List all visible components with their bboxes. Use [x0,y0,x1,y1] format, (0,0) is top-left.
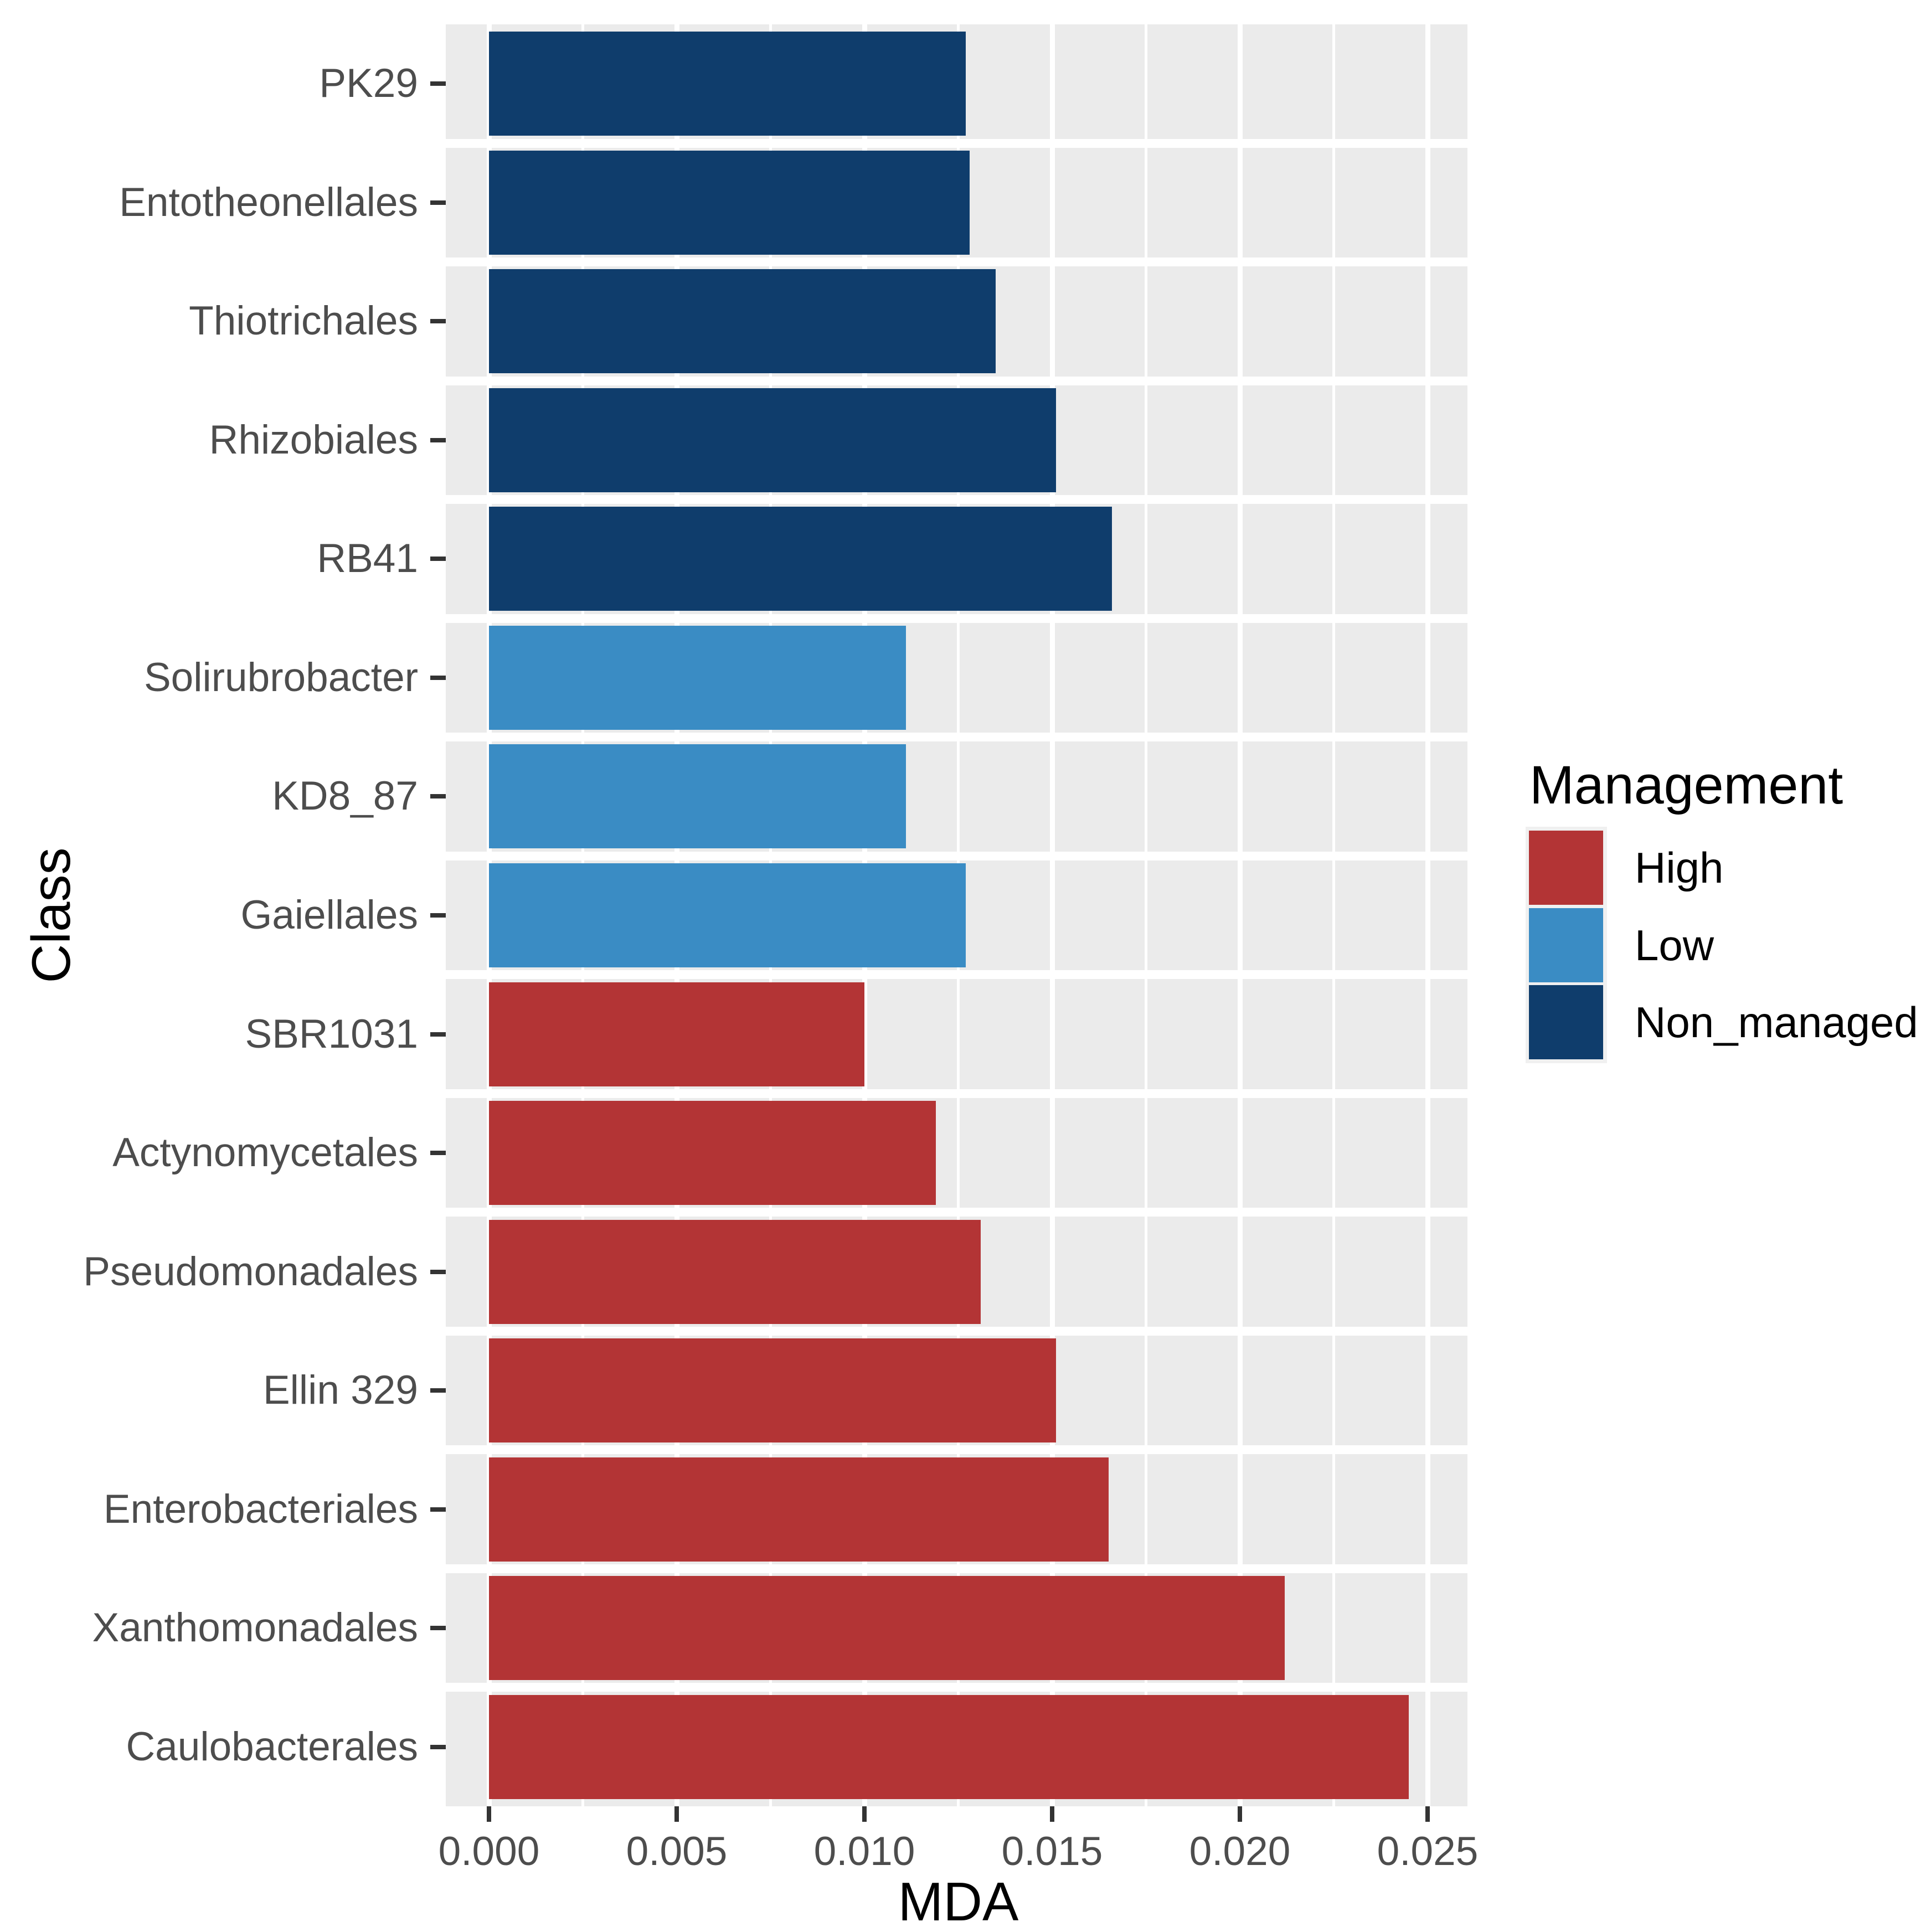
y-tick-mark [430,1744,446,1749]
legend-key-non_managed [1529,985,1603,1059]
bar-actynomycetales [489,1101,936,1205]
row-separator [446,1208,1467,1217]
y-tick-mark [430,1032,446,1037]
row-separator [446,138,1467,148]
row-separator [446,257,1467,267]
y-tick-mark [430,675,446,680]
x-tick-label: 0.025 [1377,1829,1479,1874]
legend-label-low: Low [1635,920,1714,970]
bar-pseudomonadales [489,1219,981,1324]
x-axis-title: MDA [898,1871,1019,1932]
bar-gaiellales [489,863,966,967]
y-tick-label: Gaiellales [240,893,418,937]
x-tick-mark [862,1806,867,1822]
y-tick-label: Solirubrobacter [143,655,418,700]
y-tick-label: Pseudomonadales [83,1249,418,1294]
bar-enterobacteriales [489,1457,1109,1562]
y-tick-mark [430,1626,446,1631]
x-tick-mark [1238,1806,1242,1822]
y-tick-label: SBR1031 [245,1011,419,1057]
y-tick-label: Ellin 329 [262,1368,418,1413]
row-separator [446,495,1467,504]
bar-ellin-329 [489,1338,1056,1443]
y-tick-label: Entotheonellales [119,179,418,225]
y-tick-label: Xanthomonadales [92,1605,419,1651]
x-tick-mark [487,1806,491,1822]
y-tick-mark [430,557,446,561]
y-tick-mark [430,319,446,324]
x-tick-mark [1050,1806,1054,1822]
y-tick-mark [430,913,446,918]
row-separator [446,376,1467,385]
x-tick-label: 0.005 [626,1829,728,1874]
bar-xanthomonadales [489,1576,1285,1681]
y-tick-label: Actynomycetales [112,1130,418,1176]
x-tick-label: 0.015 [1001,1829,1103,1874]
legend-title: Management [1529,755,1843,815]
x-tick-label: 0.020 [1189,1829,1291,1874]
row-separator [446,1564,1467,1573]
y-tick-mark [430,81,446,86]
major-gridline [1425,24,1430,1806]
bar-entotheonellales [489,150,970,255]
x-tick-mark [1425,1806,1430,1822]
y-tick-label: RB41 [317,536,418,581]
legend-label-high: High [1635,843,1724,892]
y-tick-mark [430,1269,446,1274]
y-tick-mark [430,1507,446,1512]
y-tick-label: Enterobacteriales [103,1486,418,1532]
y-tick-label: Thiotrichales [189,298,418,344]
row-separator [446,1326,1467,1336]
bar-rhizobiales [489,388,1056,492]
bar-caulobacterales [489,1694,1409,1799]
x-tick-mark [674,1806,679,1822]
row-separator [446,1445,1467,1455]
legend-key-high [1529,831,1603,905]
row-separator [446,851,1467,861]
bar-rb41 [489,507,1112,611]
legend-label-non_managed: Non_managed [1635,998,1916,1047]
minor-gridline [1145,24,1147,1806]
row-separator [446,1089,1467,1098]
y-tick-mark [430,1388,446,1393]
y-tick-label: KD8_87 [272,774,418,819]
y-tick-label: Rhizobiales [209,417,418,462]
y-tick-mark [430,200,446,205]
legend-key-low [1529,908,1603,982]
bar-solirubrobacter [489,625,906,730]
row-separator [446,614,1467,623]
bar-thiotrichales [489,269,996,374]
row-separator [446,733,1467,742]
chart-panel [446,24,1467,1806]
bar-sbr1031 [489,982,864,1086]
y-axis-title: Class [20,847,81,983]
y-tick-mark [430,794,446,799]
major-gridline [1237,24,1243,1806]
row-separator [446,970,1467,980]
bar-pk29 [489,32,966,136]
x-tick-label: 0.000 [438,1829,540,1874]
x-tick-label: 0.010 [813,1829,915,1874]
bar-kd8-87 [489,744,906,849]
y-tick-label: PK29 [319,61,418,106]
y-tick-mark [430,1151,446,1156]
major-gridline [1049,24,1055,1806]
minor-gridline [1332,24,1335,1806]
y-tick-label: Caulobacterales [126,1724,418,1769]
row-separator [446,1683,1467,1692]
y-tick-mark [430,437,446,442]
